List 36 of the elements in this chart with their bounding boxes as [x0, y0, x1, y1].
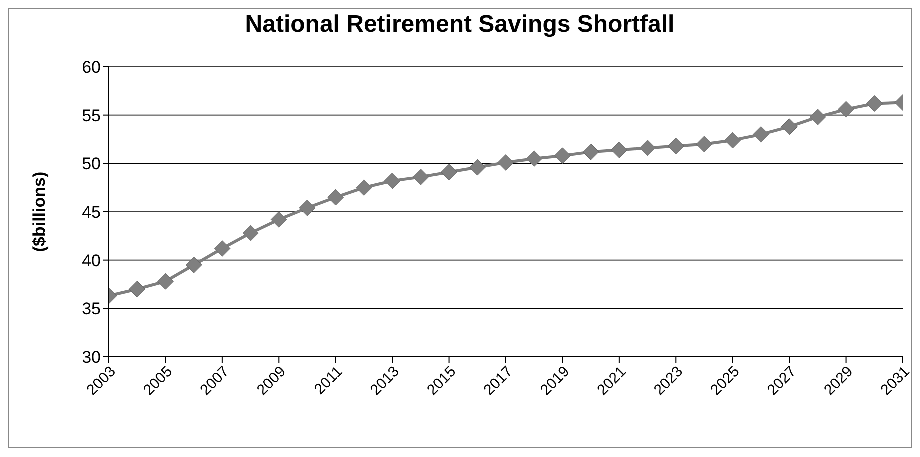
point: [526, 150, 543, 168]
point: [781, 118, 798, 136]
point: [498, 154, 514, 171]
point: [582, 144, 600, 160]
y-axis-title: ($billions): [30, 172, 50, 252]
point: [866, 95, 883, 112]
point: [157, 273, 174, 290]
point: [356, 180, 372, 196]
point: [554, 148, 571, 164]
point: [384, 172, 401, 190]
point: [242, 225, 260, 242]
point: [611, 142, 628, 158]
y-tick-label: 40: [82, 251, 101, 270]
point: [469, 159, 486, 176]
point: [214, 240, 231, 257]
chart-title: National Retirement Savings Shortfall: [244, 11, 676, 39]
point: [412, 168, 430, 186]
point: [328, 189, 344, 206]
point: [724, 132, 742, 149]
point: [752, 126, 770, 143]
point: [441, 164, 458, 181]
y-tick-label: 30: [82, 348, 101, 368]
y-tick-label: 50: [82, 154, 101, 174]
point: [299, 200, 316, 216]
point: [270, 211, 288, 228]
point: [838, 101, 855, 118]
point: [810, 109, 826, 126]
point: [640, 140, 656, 156]
point: [668, 138, 684, 155]
point: [696, 136, 713, 153]
point: [186, 256, 202, 274]
point: [129, 281, 146, 298]
y-tick-label: 60: [82, 58, 101, 78]
y-tick-label: 45: [82, 203, 101, 222]
y-tick-label: 35: [82, 300, 101, 319]
y-tick-label: 55: [82, 106, 101, 126]
